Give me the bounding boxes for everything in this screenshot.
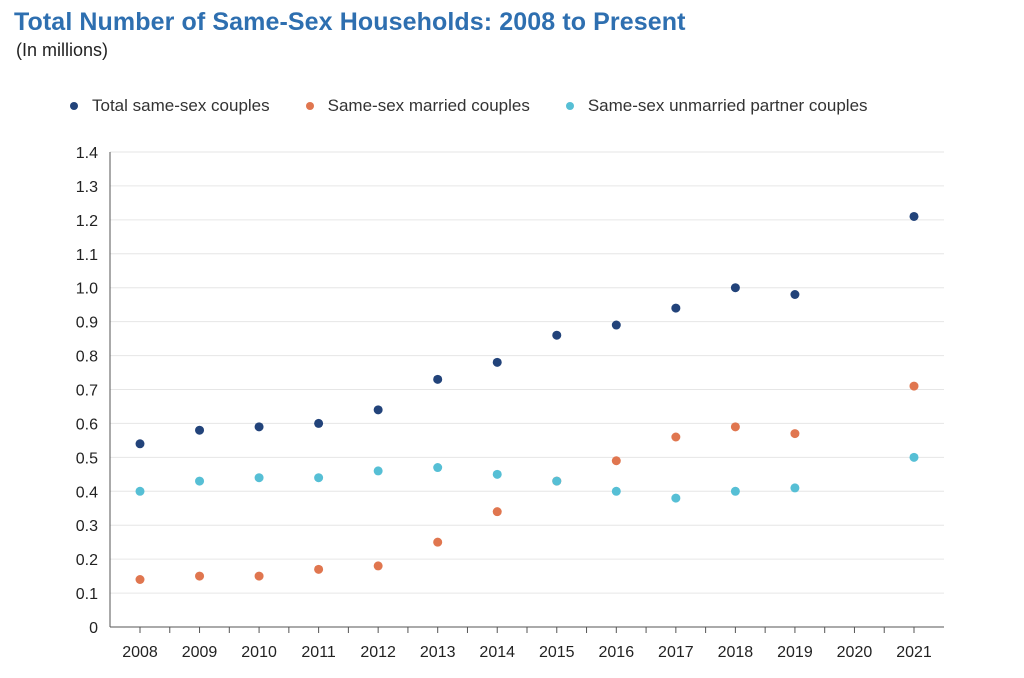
x-tick-label: 2019 xyxy=(777,644,813,661)
point-unmarried xyxy=(671,493,681,503)
y-tick-label: 0.1 xyxy=(76,586,98,603)
point-total xyxy=(611,320,621,330)
legend-label-married: Same-sex married couples xyxy=(327,96,530,115)
point-total xyxy=(909,211,919,221)
point-married xyxy=(671,432,681,442)
point-unmarried xyxy=(492,469,502,479)
point-married xyxy=(611,456,621,466)
x-tick-label: 2013 xyxy=(420,644,456,661)
point-married xyxy=(373,561,383,571)
point-total xyxy=(671,303,681,313)
point-unmarried xyxy=(254,473,264,483)
point-total xyxy=(552,330,562,340)
point-unmarried xyxy=(433,463,443,473)
legend-label-total: Total same-sex couples xyxy=(92,96,270,115)
legend-label-unmarried: Same-sex unmarried partner couples xyxy=(587,96,868,115)
point-unmarried xyxy=(790,483,800,493)
point-married xyxy=(314,564,324,574)
point-married xyxy=(195,571,205,581)
y-tick-label: 1.1 xyxy=(76,247,98,264)
y-tick-label: 0.8 xyxy=(76,349,98,366)
point-total xyxy=(433,374,443,384)
point-unmarried xyxy=(314,473,324,483)
point-total xyxy=(492,357,502,367)
y-tick-label: 1.0 xyxy=(76,281,98,298)
x-tick-label: 2010 xyxy=(241,644,277,661)
chart-subtitle: (In millions) xyxy=(16,40,109,60)
legend-item-total: Total same-sex couples xyxy=(70,96,270,116)
chart-title: Total Number of Same-Sex Households: 200… xyxy=(14,8,686,36)
y-tick-label: 1.4 xyxy=(76,145,98,162)
legend-marker-married xyxy=(305,102,314,110)
point-married xyxy=(433,537,443,547)
point-total xyxy=(373,405,383,415)
y-tick-label: 0.5 xyxy=(76,450,98,467)
point-total xyxy=(314,418,324,428)
x-tick-label: 2017 xyxy=(658,644,694,661)
legend-item-married: Same-sex married couples xyxy=(305,96,530,116)
y-tick-label: 0.3 xyxy=(76,518,98,535)
x-tick-label: 2020 xyxy=(837,644,873,661)
point-total xyxy=(135,439,145,449)
x-tick-label: 2015 xyxy=(539,644,575,661)
y-tick-label: 1.3 xyxy=(76,179,98,196)
point-total xyxy=(195,425,205,435)
y-tick-label: 1.2 xyxy=(76,213,98,230)
point-unmarried xyxy=(611,486,621,496)
x-tick-label: 2008 xyxy=(122,644,158,661)
point-married xyxy=(135,575,145,584)
legend: Total same-sex couples Same-sex married … xyxy=(70,96,904,116)
point-unmarried xyxy=(195,476,205,486)
y-tick-label: 0.2 xyxy=(76,552,98,569)
point-married xyxy=(730,422,740,432)
legend-marker-unmarried xyxy=(565,102,574,110)
point-total xyxy=(254,422,264,432)
x-tick-label: 2016 xyxy=(599,644,635,661)
x-tick-label: 2021 xyxy=(896,644,932,661)
point-unmarried xyxy=(135,486,145,496)
x-tick-label: 2018 xyxy=(718,644,754,661)
y-tick-label: 0.7 xyxy=(76,383,98,400)
y-tick-label: 0 xyxy=(89,620,98,637)
point-total xyxy=(790,290,800,299)
x-tick-label: 2009 xyxy=(182,644,218,661)
point-unmarried xyxy=(373,466,383,476)
y-tick-label: 0.9 xyxy=(76,315,98,332)
point-married xyxy=(492,507,502,517)
x-tick-label: 2011 xyxy=(301,644,336,661)
point-unmarried xyxy=(730,486,740,496)
point-married xyxy=(790,429,800,439)
point-unmarried xyxy=(909,452,919,462)
legend-marker-total xyxy=(70,102,78,110)
point-total xyxy=(730,283,740,293)
point-unmarried xyxy=(552,476,562,486)
y-tick-label: 0.4 xyxy=(76,484,98,501)
y-tick-label: 0.6 xyxy=(76,416,98,433)
point-married xyxy=(909,381,919,391)
legend-item-unmarried: Same-sex unmarried partner couples xyxy=(565,96,868,116)
x-tick-label: 2014 xyxy=(479,644,515,661)
x-tick-label: 2012 xyxy=(360,644,396,661)
point-married xyxy=(254,571,264,581)
